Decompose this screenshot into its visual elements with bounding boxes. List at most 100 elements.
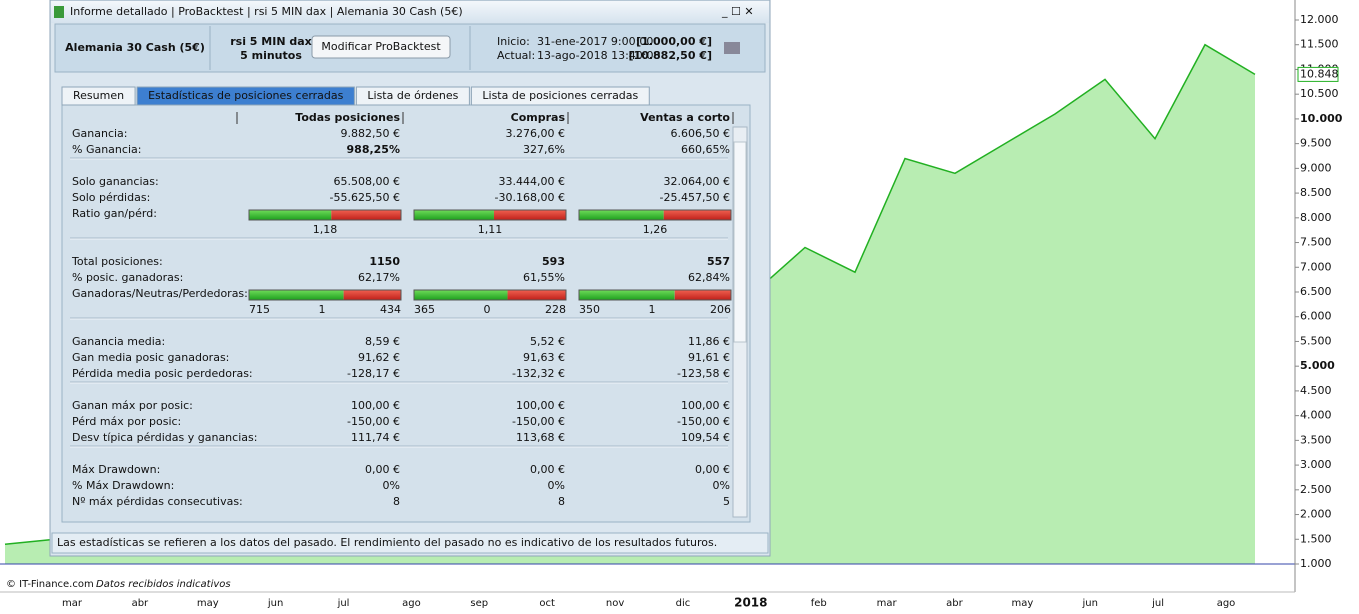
row-label: Máx Drawdown: bbox=[72, 463, 160, 476]
x-tick-label: may bbox=[197, 598, 219, 609]
tab-label[interactable]: Lista de órdenes bbox=[367, 89, 458, 102]
column-header: Todas posiciones bbox=[295, 111, 400, 124]
cell-value: 0,00 € bbox=[530, 463, 565, 476]
x-tick-label: jun bbox=[1082, 598, 1098, 609]
winners-count: 365 bbox=[414, 303, 435, 316]
cell-value: 62,17% bbox=[358, 271, 400, 284]
row-label: Solo ganancias: bbox=[72, 175, 159, 188]
row-label: Pérdida media posic perdedoras: bbox=[72, 367, 253, 380]
winners-bar bbox=[249, 290, 344, 300]
y-tick-label: 9.500 bbox=[1300, 137, 1332, 150]
cell-value: 33.444,00 € bbox=[499, 175, 565, 188]
x-tick-label: jun bbox=[267, 598, 283, 609]
y-tick-label: 9.000 bbox=[1300, 161, 1332, 174]
cell-value: 65.508,00 € bbox=[334, 175, 400, 188]
y-tick-label: 7.000 bbox=[1300, 260, 1332, 273]
row-label: Ratio gan/pérd: bbox=[72, 207, 157, 220]
ratio-loss bbox=[331, 210, 401, 220]
cell-value: 660,65% bbox=[681, 143, 730, 156]
x-tick-label: sep bbox=[470, 598, 488, 609]
y-tick-label: 11.500 bbox=[1300, 38, 1339, 51]
cell-value: 3.276,00 € bbox=[506, 127, 565, 140]
cell-value: 0% bbox=[383, 479, 400, 492]
x-tick-label: ago bbox=[402, 598, 421, 609]
cell-value: 6.606,50 € bbox=[671, 127, 730, 140]
y-tick-label: 8.500 bbox=[1300, 186, 1332, 199]
instrument: Alemania 30 Cash (5€) bbox=[65, 41, 205, 54]
print-icon[interactable] bbox=[724, 42, 740, 54]
cell-value: 91,62 € bbox=[358, 351, 400, 364]
x-tick-label: dic bbox=[676, 598, 691, 609]
cell-value: -132,32 € bbox=[512, 367, 565, 380]
window-controls[interactable]: _ ☐ ✕ bbox=[721, 5, 754, 18]
y-tick-label: 3.000 bbox=[1300, 458, 1332, 471]
cell-value: 1150 bbox=[369, 255, 400, 268]
x-tick-label: ago bbox=[1217, 598, 1236, 609]
row-label: Total posiciones: bbox=[71, 255, 163, 268]
tab-label[interactable]: Resumen bbox=[73, 89, 124, 102]
modify-button-label[interactable]: Modificar ProBacktest bbox=[321, 40, 441, 53]
cell-value: 9.882,50 € bbox=[341, 127, 400, 140]
timeframe: 5 minutos bbox=[240, 49, 302, 62]
scroll-thumb[interactable] bbox=[734, 142, 746, 342]
cell-value: 109,54 € bbox=[681, 431, 730, 444]
column-header: Ventas a corto bbox=[640, 111, 730, 124]
cell-value: -150,00 € bbox=[512, 415, 565, 428]
neutral-count: 0 bbox=[484, 303, 491, 316]
losers-bar bbox=[344, 290, 401, 300]
cell-value: 0% bbox=[548, 479, 565, 492]
cell-value: 100,00 € bbox=[351, 399, 400, 412]
y-tick-label: 4.500 bbox=[1300, 384, 1332, 397]
cell-value: 557 bbox=[707, 255, 730, 268]
y-tick-label: 1.500 bbox=[1300, 532, 1332, 545]
cell-value: 62,84% bbox=[688, 271, 730, 284]
ratio-gain bbox=[249, 210, 331, 220]
footer-note: Las estadísticas se refieren a los datos… bbox=[57, 536, 717, 549]
cell-value: 111,74 € bbox=[351, 431, 400, 444]
losers-bar bbox=[675, 290, 731, 300]
row-label: Ganadoras/Neutras/Perdedoras: bbox=[72, 287, 248, 300]
x-tick-label: mar bbox=[62, 598, 83, 609]
report-dialog: Informe detallado | ProBacktest | rsi 5 … bbox=[50, 0, 770, 556]
x-tick-label: jul bbox=[1151, 598, 1164, 609]
ratio-value: 1,11 bbox=[478, 223, 503, 236]
x-tick-label: abr bbox=[132, 598, 149, 609]
winners-count: 715 bbox=[249, 303, 270, 316]
cell-value: 61,55% bbox=[523, 271, 565, 284]
losers-bar bbox=[508, 290, 566, 300]
y-tick-label: 8.000 bbox=[1300, 211, 1332, 224]
cell-value: -128,17 € bbox=[347, 367, 400, 380]
cell-value: 100,00 € bbox=[681, 399, 730, 412]
x-tick-label: feb bbox=[811, 598, 827, 609]
cell-value: -25.457,50 € bbox=[660, 191, 730, 204]
cell-value: 91,63 € bbox=[523, 351, 565, 364]
start-label: Inicio: bbox=[497, 35, 530, 48]
y-tick-label: 6.000 bbox=[1300, 310, 1332, 323]
x-tick-label: oct bbox=[539, 598, 555, 609]
y-tick-label: 4.000 bbox=[1300, 409, 1332, 422]
cell-value: 8 bbox=[393, 495, 400, 508]
y-tick-label: 5.000 bbox=[1300, 359, 1335, 372]
tab-label[interactable]: Lista de posiciones cerradas bbox=[482, 89, 638, 102]
cell-value: 91,61 € bbox=[688, 351, 730, 364]
row-label: Pérd máx por posic: bbox=[72, 415, 181, 428]
current-label: Actual: bbox=[497, 49, 535, 62]
cell-value: 0% bbox=[713, 479, 730, 492]
y-tick-label: 1.000 bbox=[1300, 557, 1332, 570]
winners-count: 350 bbox=[579, 303, 600, 316]
y-tick-label: 10.000 bbox=[1300, 112, 1343, 125]
cell-value: -30.168,00 € bbox=[495, 191, 565, 204]
y-tick-label: 6.500 bbox=[1300, 285, 1332, 298]
row-label: Ganan máx por posic: bbox=[72, 399, 193, 412]
neutral-count: 1 bbox=[649, 303, 656, 316]
losers-count: 228 bbox=[545, 303, 566, 316]
current-capital: [10.882,50 €] bbox=[629, 49, 712, 62]
cell-value: 5,52 € bbox=[530, 335, 565, 348]
cell-value: 0,00 € bbox=[365, 463, 400, 476]
ratio-loss bbox=[664, 210, 731, 220]
cell-value: -150,00 € bbox=[677, 415, 730, 428]
row-label: % posic. ganadoras: bbox=[72, 271, 183, 284]
x-tick-label: jul bbox=[337, 598, 350, 609]
tab-label[interactable]: Estadísticas de posiciones cerradas bbox=[148, 89, 344, 102]
